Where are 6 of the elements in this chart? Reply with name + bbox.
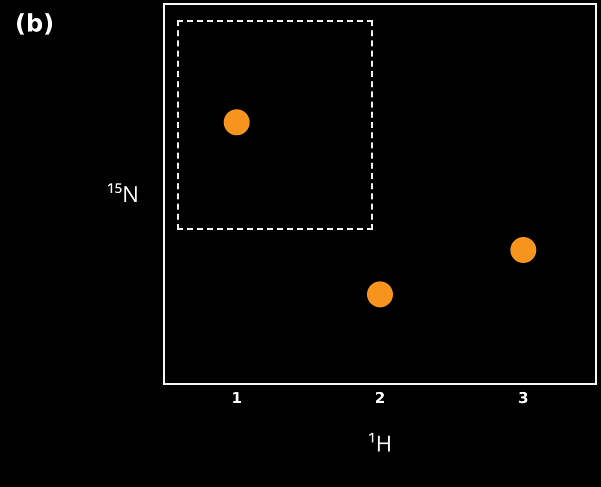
chart-title: (b) — [15, 9, 54, 38]
x-tick-label: 3 — [518, 389, 529, 407]
x-tick-label: 2 — [374, 389, 386, 407]
x-axis-title: ¹H — [368, 428, 392, 458]
y-axis-title: ¹⁵N — [107, 179, 139, 209]
x-tick-label: 1 — [231, 389, 242, 407]
